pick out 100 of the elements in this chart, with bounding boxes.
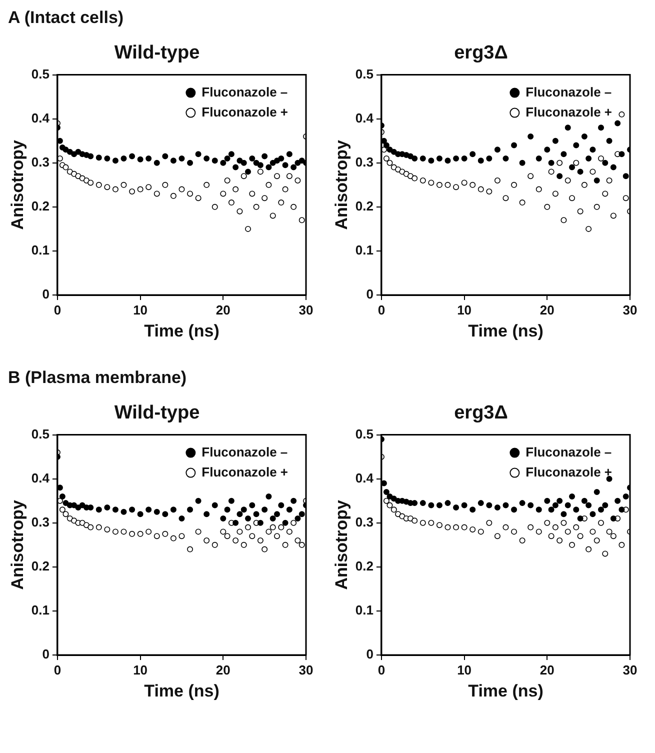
point: [428, 520, 434, 526]
y-tick-label: 0.1: [355, 602, 374, 618]
point: [83, 177, 90, 184]
point: [170, 158, 176, 164]
point: [581, 133, 588, 140]
point: [502, 195, 509, 202]
point: [502, 524, 509, 530]
point: [162, 153, 168, 160]
point: [556, 160, 563, 166]
point: [104, 184, 110, 190]
point: [71, 151, 78, 158]
point: [274, 511, 280, 518]
point: [598, 124, 604, 131]
point: [428, 180, 434, 186]
point: [290, 498, 297, 504]
point: [262, 195, 268, 202]
point: [536, 186, 542, 192]
point: [212, 502, 218, 508]
point: [240, 173, 247, 180]
point: [444, 500, 451, 506]
point: [204, 155, 210, 162]
y-tick-label: 0.3: [31, 154, 50, 170]
point: [618, 111, 625, 118]
point: [274, 158, 280, 164]
point: [461, 502, 468, 508]
point: [249, 190, 256, 197]
point: [577, 533, 584, 540]
legend-label: Fluconazole –: [202, 84, 288, 100]
point: [274, 533, 280, 540]
point: [478, 528, 484, 535]
point: [610, 212, 616, 219]
y-tick-label: 0.5: [355, 66, 374, 82]
y-tick-label: 0.5: [31, 426, 50, 442]
point: [245, 168, 252, 175]
point: [270, 524, 276, 530]
point: [528, 173, 534, 180]
point: [544, 146, 550, 153]
point: [536, 528, 542, 535]
x-axis-title: Time (ns): [144, 681, 220, 700]
point: [544, 498, 550, 504]
x-tick-label: 30: [622, 662, 638, 678]
y-tick-label: 0.2: [355, 198, 374, 214]
legend-label: Fluconazole +: [526, 104, 612, 120]
point: [511, 506, 518, 513]
point: [162, 530, 168, 537]
point: [428, 158, 434, 164]
point: [286, 151, 292, 158]
y-tick-label: 0.2: [31, 198, 50, 214]
point: [420, 500, 426, 506]
y-axis-title: Anisotropy: [332, 140, 351, 230]
point: [154, 508, 160, 515]
point: [511, 182, 518, 188]
point: [96, 154, 102, 161]
y-tick-label: 0.1: [31, 242, 50, 258]
point: [519, 500, 526, 506]
point: [170, 192, 176, 199]
point: [212, 542, 218, 548]
point: [502, 502, 509, 508]
point: [622, 195, 629, 202]
point: [129, 506, 136, 513]
point: [573, 524, 580, 530]
point: [204, 537, 210, 544]
y-axis-title: Anisotropy: [8, 500, 27, 590]
point: [154, 160, 160, 166]
point: [253, 204, 260, 210]
point: [162, 511, 168, 518]
text: A (Intact cells): [8, 8, 124, 27]
point: [66, 515, 73, 522]
point: [536, 506, 542, 513]
y-tick-label: 0.2: [31, 558, 50, 574]
point: [622, 493, 629, 500]
point: [88, 180, 94, 186]
point: [511, 142, 518, 148]
point: [586, 546, 592, 552]
point: [178, 186, 185, 192]
point: [564, 528, 571, 535]
point: [212, 158, 218, 164]
x-tick-label: 20: [540, 302, 554, 318]
point: [170, 535, 176, 542]
point: [461, 524, 468, 530]
legend-label: Fluconazole –: [202, 444, 288, 460]
chart-title: Wild-type: [114, 402, 200, 424]
point: [240, 542, 247, 548]
point: [257, 162, 264, 168]
point: [590, 168, 596, 175]
point: [195, 151, 202, 158]
point: [266, 493, 272, 500]
point: [552, 190, 558, 197]
point: [236, 511, 243, 518]
point: [536, 155, 542, 162]
point: [262, 506, 268, 513]
point: [486, 155, 492, 162]
point: [453, 155, 460, 162]
point: [528, 502, 534, 508]
point: [478, 158, 484, 164]
point: [298, 511, 305, 518]
point: [618, 506, 625, 513]
point: [236, 208, 243, 214]
x-tick-label: 20: [216, 302, 230, 318]
point: [610, 515, 616, 522]
